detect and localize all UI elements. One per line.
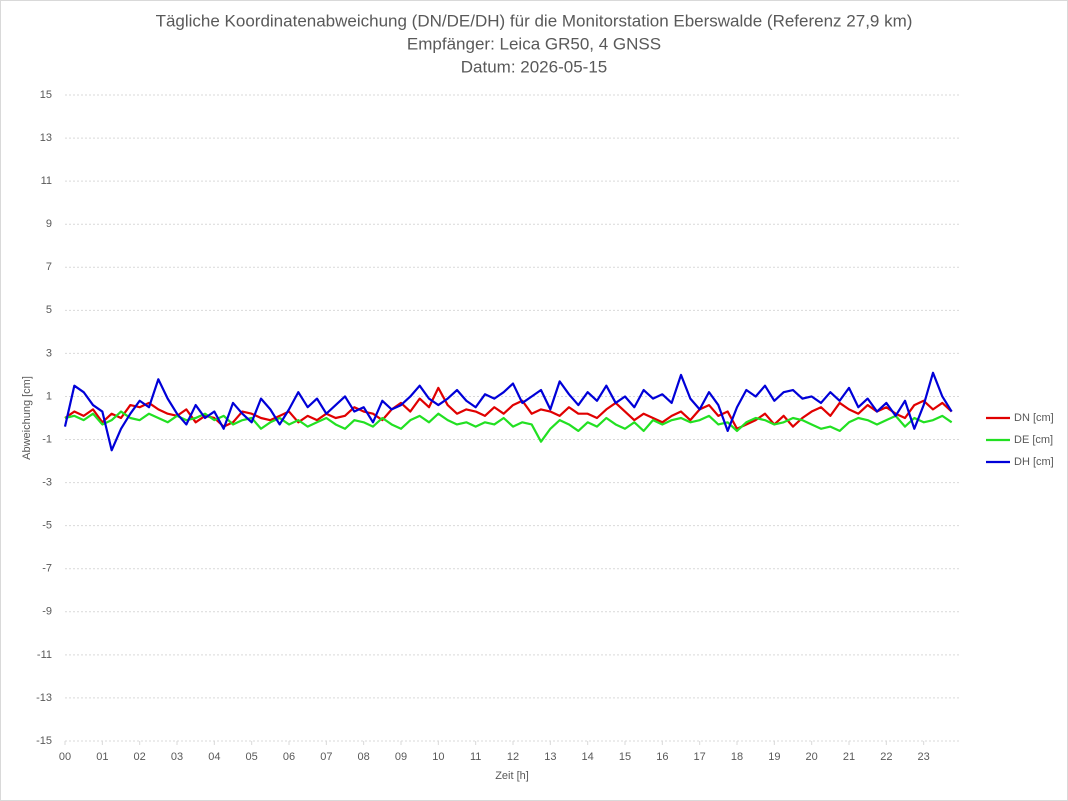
x-tick-label: 02: [134, 751, 146, 763]
x-tick-label: 22: [880, 751, 892, 763]
x-tick-label: 14: [582, 751, 594, 763]
x-tick-label: 00: [59, 751, 71, 763]
x-tick-label: 01: [96, 751, 108, 763]
x-tick-label: 08: [358, 751, 370, 763]
y-tick-label: 3: [46, 347, 52, 359]
y-tick-label: -1: [42, 433, 52, 445]
x-tick-label: 15: [619, 751, 631, 763]
chart-title: Tägliche Koordinatenabweichung (DN/DE/DH…: [156, 11, 913, 30]
y-tick-label: -15: [36, 735, 52, 747]
data-line: [64, 386, 953, 430]
y-tick-label: -5: [42, 520, 52, 532]
legend-label: DN [cm]: [1014, 412, 1054, 424]
x-tick-label: 10: [432, 751, 444, 763]
chart-subtitle: Empfänger: Leica GR50, 4 GNSS: [407, 34, 661, 53]
x-tick-label: 21: [843, 751, 855, 763]
legend-label: DH [cm]: [1014, 456, 1054, 468]
data-line: [64, 410, 953, 443]
y-tick-label: 1: [46, 390, 52, 402]
x-tick-label: 19: [768, 751, 780, 763]
x-tick-label: 23: [918, 751, 930, 763]
data-line: [63, 371, 953, 452]
x-tick-label: 13: [544, 751, 556, 763]
x-tick-label: 04: [208, 751, 220, 763]
chart-subtitle: Datum: 2026-05-15: [461, 57, 607, 76]
x-tick-label: 18: [731, 751, 743, 763]
x-tick-label: 17: [694, 751, 706, 763]
y-tick-label: 7: [46, 261, 52, 273]
legend-label: DE [cm]: [1014, 434, 1053, 446]
x-tick-label: 11: [470, 751, 481, 763]
y-axis-title: Abweichung [cm]: [21, 376, 33, 460]
x-tick-label: 20: [806, 751, 818, 763]
x-tick-label: 07: [320, 751, 332, 763]
y-tick-label: 5: [46, 304, 52, 316]
y-tick-label: 11: [41, 175, 52, 187]
y-tick-label: -9: [42, 606, 52, 618]
x-tick-label: 06: [283, 751, 295, 763]
y-tick-label: -7: [42, 563, 52, 575]
y-tick-label: -3: [42, 477, 52, 489]
y-tick-label: 13: [40, 132, 52, 144]
x-tick-label: 03: [171, 751, 183, 763]
y-tick-label: -11: [37, 649, 52, 661]
y-tick-label: 9: [46, 218, 52, 230]
x-axis-title: Zeit [h]: [495, 770, 529, 782]
y-tick-label: -13: [36, 692, 52, 704]
x-tick-label: 12: [507, 751, 519, 763]
x-tick-label: 05: [246, 751, 258, 763]
y-tick-label: 15: [40, 89, 52, 101]
x-tick-label: 09: [395, 751, 407, 763]
x-tick-label: 16: [656, 751, 668, 763]
